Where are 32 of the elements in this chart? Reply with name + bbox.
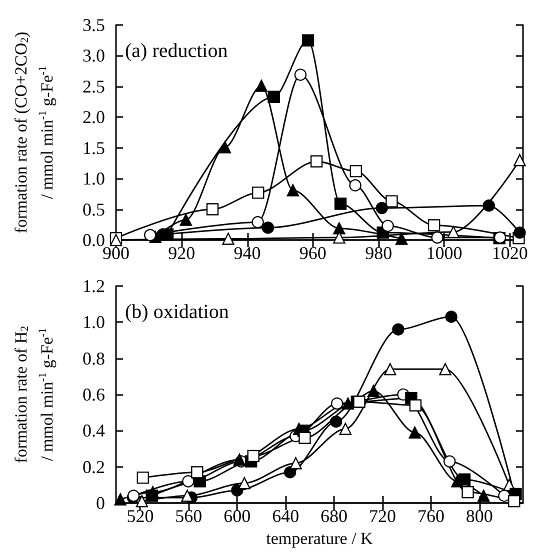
y-tick-label: 2.0: [82, 107, 105, 128]
y-tick-label: 0.4: [82, 420, 105, 441]
y-tick-label: 0.5: [82, 199, 105, 220]
y-tick-label: 0.6: [82, 384, 105, 404]
x-tick-label: 720: [368, 506, 396, 526]
x-tick-label: 640: [272, 506, 300, 526]
x-tick-label: 1000: [426, 243, 462, 263]
y-tick-label: 3.5: [82, 15, 105, 35]
x-tick-label: 520: [126, 506, 154, 526]
x-axis-title: temperature / K: [266, 528, 374, 548]
x-tick-label: 960: [299, 243, 326, 263]
y-tick-label: 1.0: [82, 168, 105, 189]
y-tick-label: 1.0: [82, 312, 105, 332]
x-tick-label: 800: [466, 506, 493, 526]
y-tick-label: 0.8: [82, 348, 105, 368]
x-tick-label: 920: [168, 243, 196, 263]
annotation: (a) reduction: [125, 40, 228, 62]
x-tick-label: 680: [320, 506, 348, 526]
x-tick-label: 980: [365, 243, 392, 263]
x-tick-label: 760: [417, 506, 444, 526]
y-tick-label: 0: [96, 493, 105, 513]
annotation: (b) oxidation: [125, 301, 229, 323]
x-tick-label: 940: [234, 243, 261, 263]
y-tick-label: 1.5: [82, 138, 105, 158]
y-tick-label: 0.2: [82, 456, 105, 477]
y-tick-label: 1.2: [82, 276, 105, 296]
x-tick-label: 900: [102, 243, 130, 263]
x-tick-label: 1020: [492, 243, 528, 263]
x-tick-label: 560: [175, 506, 202, 526]
y-tick-label: 2.5: [82, 76, 105, 96]
x-tick-label: 600: [224, 506, 251, 526]
y-tick-label: 3.0: [82, 46, 105, 66]
